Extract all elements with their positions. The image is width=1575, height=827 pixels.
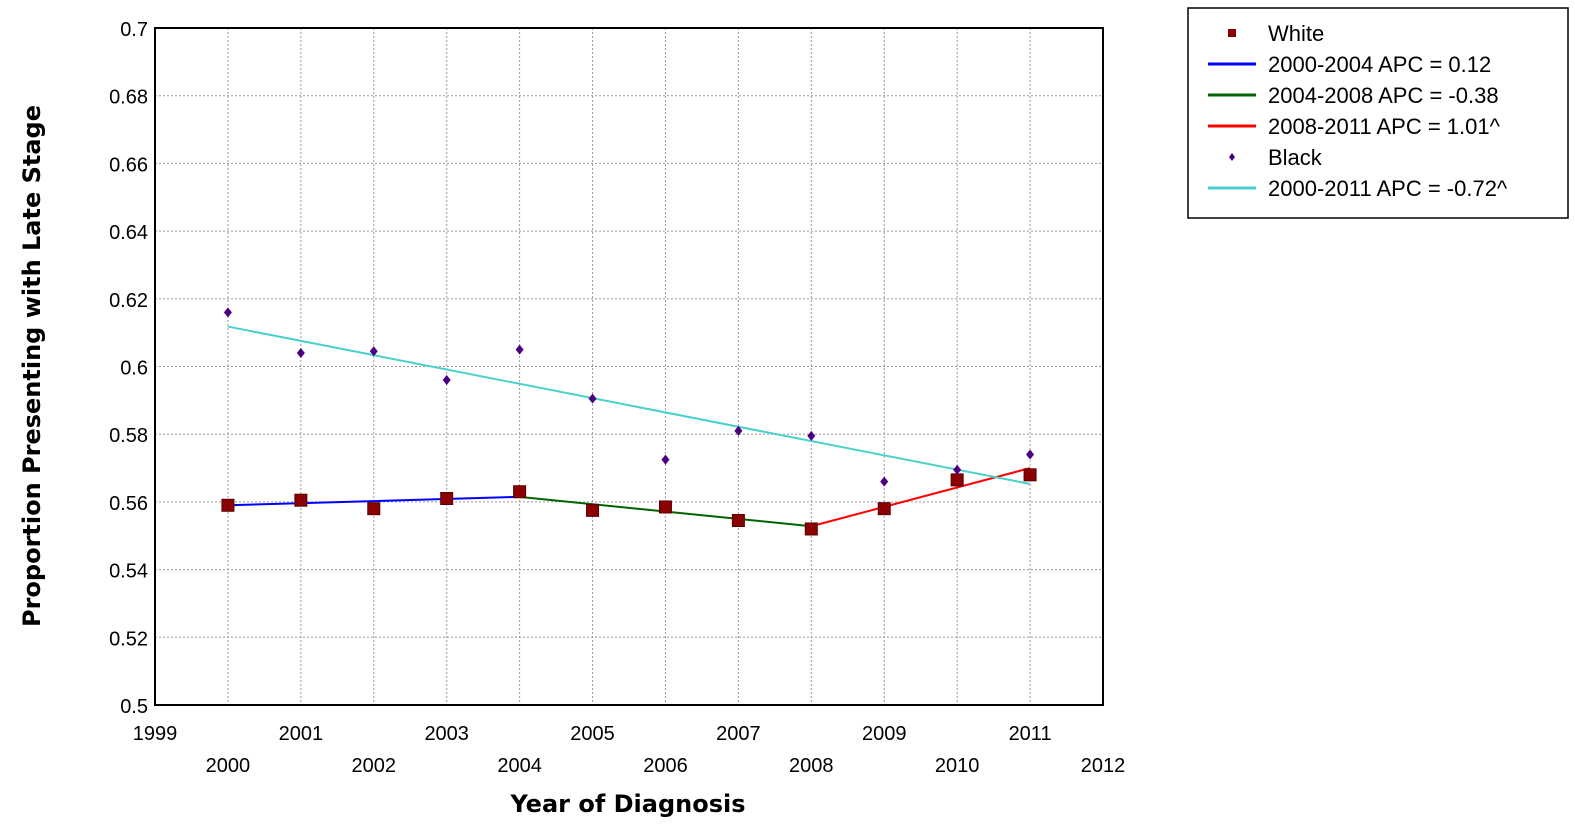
black-data-point xyxy=(515,344,524,355)
legend-label: 2008-2011 APC = 1.01^ xyxy=(1268,114,1501,139)
legend-diamond-swatch xyxy=(1229,153,1235,161)
black-data-point xyxy=(880,476,889,487)
white-data-point xyxy=(440,492,454,506)
white-data-point xyxy=(731,514,745,528)
y-tick-label: 0.52 xyxy=(109,628,148,650)
black-data-point xyxy=(807,430,816,441)
white-data-point xyxy=(877,502,891,516)
y-tick-label: 0.68 xyxy=(109,87,148,109)
y-tick-label: 0.64 xyxy=(109,222,148,244)
x-tick-label: 1999 xyxy=(133,723,178,745)
x-tick-label: 2009 xyxy=(862,723,907,745)
y-tick-label: 0.66 xyxy=(109,154,148,176)
y-axis-tick-labels: 0.5 0.52 0.54 0.56 0.58 0.6 0.62 0.64 0.66 0.68 0.… xyxy=(109,19,148,718)
y-tick-label: 0.56 xyxy=(109,493,148,515)
trend-line xyxy=(227,495,520,507)
x-axis-title: Year of Diagnosis xyxy=(509,790,745,818)
x-tick-label: 2007 xyxy=(716,723,761,745)
x-tick-label: 2010 xyxy=(935,755,980,777)
y-tick-label: 0.62 xyxy=(109,290,148,312)
legend-square-swatch xyxy=(1228,29,1236,37)
black-data-point xyxy=(661,454,670,465)
y-tick-label: 0.5 xyxy=(120,696,148,718)
x-tick-label: 2008 xyxy=(789,755,834,777)
series-layer xyxy=(221,307,1037,536)
legend-label: 2004-2008 APC = -0.38 xyxy=(1268,83,1499,108)
x-tick-label: 2005 xyxy=(570,723,615,745)
x-tick-label: 2004 xyxy=(497,755,542,777)
y-tick-label: 0.6 xyxy=(120,358,148,380)
white-data-point xyxy=(950,473,964,487)
black-data-point xyxy=(1026,449,1035,460)
legend-label: Black xyxy=(1268,145,1323,170)
white-data-point xyxy=(221,498,235,512)
y-tick-label: 0.54 xyxy=(109,561,148,583)
white-data-point xyxy=(804,522,818,536)
white-data-point xyxy=(658,500,672,514)
black-data-point xyxy=(442,375,451,386)
y-axis-title: Proportion Presenting with Late Stage xyxy=(18,105,46,627)
y-tick-label: 0.58 xyxy=(109,425,148,447)
black-data-point xyxy=(369,346,378,357)
trend-line xyxy=(227,325,1031,485)
white-data-point xyxy=(367,502,381,516)
x-tick-label: 2012 xyxy=(1081,755,1126,777)
white-data-point xyxy=(513,485,527,499)
black-data-point xyxy=(223,307,232,318)
x-tick-label: 2011 xyxy=(1009,723,1052,745)
plot-area-frame xyxy=(154,27,1104,706)
white-data-point xyxy=(294,493,308,507)
x-tick-label: 2002 xyxy=(352,755,397,777)
legend-label: 2000-2004 APC = 0.12 xyxy=(1268,52,1491,77)
white-data-point xyxy=(586,503,600,517)
x-tick-label: 2001 xyxy=(279,723,324,745)
grid-lines xyxy=(155,28,1103,705)
x-tick-label: 2000 xyxy=(206,755,251,777)
legend-label: White xyxy=(1268,21,1324,46)
white-data-point xyxy=(1023,468,1037,482)
legend-label: 2000-2011 APC = -0.72^ xyxy=(1268,176,1508,201)
x-tick-label: 2006 xyxy=(643,755,688,777)
black-data-point xyxy=(734,425,743,436)
black-data-point xyxy=(588,393,597,404)
black-data-point xyxy=(953,464,962,475)
x-tick-label: 2003 xyxy=(424,723,469,745)
legend-items: White 2000-2004 APC = 0.12 2004-2008 APC =… xyxy=(1208,21,1508,201)
x-axis-tick-labels: 1999 2000 2001 2002 2003 2004 2005 2006 2007 2008… xyxy=(133,723,1126,777)
legend: White 2000-2004 APC = 0.12 2004-2008 APC =… xyxy=(1187,7,1569,219)
black-data-point xyxy=(296,347,305,358)
legend-frame xyxy=(1187,7,1569,219)
y-tick-label: 0.7 xyxy=(120,19,148,41)
